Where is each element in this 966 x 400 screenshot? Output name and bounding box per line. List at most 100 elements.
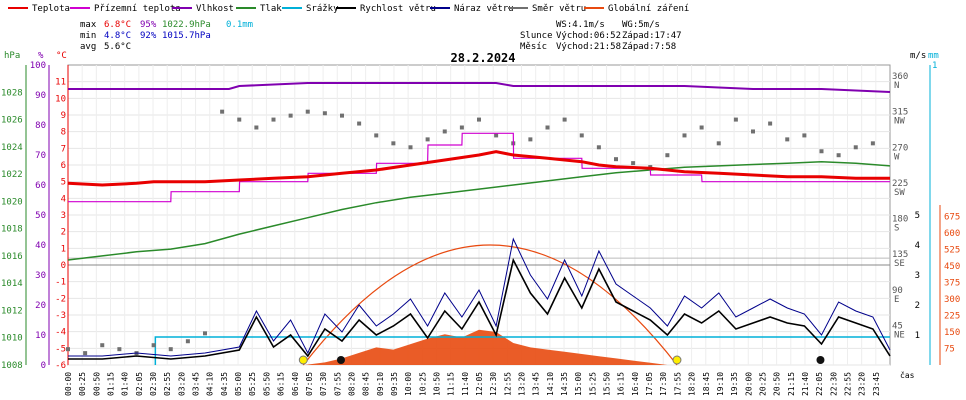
x-tick-6: 02:30 <box>149 372 158 396</box>
temp-tick-17: 11 <box>55 78 66 88</box>
wind-dir-dot-10 <box>237 117 242 122</box>
x-tick-2: 00:50 <box>92 372 101 396</box>
wind-dir-dot-40 <box>751 129 755 134</box>
wm2-tick-5: 450 <box>944 262 960 272</box>
dir-tick-name-3: S <box>894 224 899 234</box>
gust-line <box>68 237 891 357</box>
wm2-tick-2: 225 <box>944 312 960 322</box>
wind-dir-dot-25 <box>494 133 499 138</box>
x-tick-50: 20:50 <box>773 372 782 396</box>
wind-dir-dot-32 <box>614 157 618 162</box>
stat-min-hum: 92% <box>140 31 157 41</box>
pct-tick-10: 100 <box>30 61 46 71</box>
stat-max-precip: 0.1mm <box>226 20 253 30</box>
temp-tick-4: -2 <box>55 294 66 304</box>
hpa-tick-2: 1012 <box>1 306 23 316</box>
wind-dir-dot-13 <box>288 113 293 118</box>
pct-unit: % <box>38 51 44 61</box>
pct-tick-1: 10 <box>35 331 46 341</box>
dir-tick-name-0: NE <box>894 330 905 340</box>
pct-tick-9: 90 <box>35 91 46 101</box>
stat-min-temp: 4.8°C <box>104 31 131 41</box>
dir-tick-3: 180 <box>892 215 908 225</box>
x-tick-42: 17:30 <box>659 372 668 396</box>
stat-min-press: 1015.7hPa <box>162 31 211 41</box>
stat-max-hum: 95% <box>140 20 157 30</box>
x-tick-47: 19:35 <box>730 372 739 396</box>
hpa-unit: hPa <box>4 51 20 61</box>
dir-tick-7: 360 <box>892 72 908 82</box>
stat-max-temp: 6.8°C <box>104 20 131 30</box>
hpa-tick-4: 1016 <box>1 252 23 262</box>
wind-dir-dot-16 <box>340 113 344 118</box>
stat-max-press: 1022.9hPa <box>162 20 211 30</box>
pct-tick-6: 60 <box>35 181 46 191</box>
hpa-tick-7: 1022 <box>1 170 23 180</box>
temp-tick-14: 8 <box>61 128 66 138</box>
x-tick-3: 01:15 <box>107 372 116 396</box>
wind-dir-dot-21 <box>425 137 430 142</box>
x-tick-37: 15:25 <box>588 372 597 396</box>
stats-panel: max 6.8°C 95% 1022.9hPa 0.1mm min 4.8°C … <box>80 20 682 52</box>
wind-dir-dot-3 <box>117 347 122 352</box>
x-tick-45: 18:45 <box>702 372 711 396</box>
x-tick-26: 10:50 <box>432 372 441 396</box>
x-tick-8: 03:20 <box>177 372 186 396</box>
moon-label: Měsíc <box>520 42 547 52</box>
stat-ws: WS:4.1m/s <box>556 20 605 30</box>
wm2-tick-4: 375 <box>944 279 960 289</box>
x-tick-52: 21:40 <box>801 372 810 396</box>
x-tick-55: 22:55 <box>843 372 852 396</box>
legend-label-3: Tlak <box>260 4 282 14</box>
wind-dir-dot-22 <box>442 129 447 134</box>
moonset-marker <box>336 356 345 364</box>
dir-tick-name-4: SW <box>894 188 905 198</box>
moon-rise: Východ:21:58 <box>556 42 621 52</box>
legend-label-4: Srážky <box>306 4 339 14</box>
legend-label-2: Vlhkost <box>196 4 234 14</box>
dir-tick-0: 45 <box>892 321 903 331</box>
x-tick-7: 02:55 <box>163 372 172 396</box>
wind-dir-dot-24 <box>477 117 481 122</box>
humidity-line <box>68 82 891 93</box>
x-tick-20: 08:20 <box>347 372 356 396</box>
wind-dir-dot-1 <box>83 351 88 356</box>
pct-tick-5: 50 <box>35 211 46 221</box>
x-tick-15: 06:15 <box>277 372 286 396</box>
temp-tick-0: -6 <box>55 361 66 371</box>
dir-tick-1: 90 <box>892 286 903 296</box>
x-tick-30: 12:30 <box>489 372 498 396</box>
dir-tick-2: 135 <box>892 250 908 260</box>
wind-dir-dot-37 <box>699 125 704 130</box>
x-tick-40: 16:40 <box>631 372 640 396</box>
wind-dir-dot-44 <box>819 149 824 154</box>
wind-dir-dot-45 <box>836 153 841 158</box>
dir-tick-name-6: NW <box>894 117 905 127</box>
wind-dir-dot-36 <box>682 133 687 138</box>
legend: Teplota Přízemní teplota Vlhkost Tlak Srážky… <box>8 4 689 14</box>
feels-like-line <box>68 132 890 203</box>
marks <box>66 82 891 366</box>
x-tick-44: 18:20 <box>688 372 697 396</box>
ms-tick-3: 4 <box>915 241 920 251</box>
wind-dir-dot-29 <box>562 117 567 122</box>
wind-dir-dot-15 <box>322 111 327 116</box>
x-tick-35: 14:35 <box>560 372 569 396</box>
dir-tick-name-1: E <box>894 295 899 305</box>
x-tick-41: 17:05 <box>645 372 654 396</box>
stat-min-label: min <box>80 31 96 41</box>
axes: hPa% °C1008101010121014101610181020102210… <box>1 51 960 371</box>
hpa-tick-6: 1020 <box>1 197 23 207</box>
x-tick-27: 11:15 <box>447 372 456 396</box>
x-tick-10: 04:10 <box>206 372 215 396</box>
sunrise-marker <box>298 355 308 365</box>
x-tick-5: 02:05 <box>135 372 144 396</box>
wind-dir-dot-28 <box>545 125 550 130</box>
wm2-tick-0: 75 <box>944 345 955 355</box>
wind-dir-dot-35 <box>665 153 670 158</box>
wind-dir-dot-43 <box>802 133 807 138</box>
temp-unit: °C <box>56 51 67 61</box>
x-tick-56: 23:20 <box>858 372 867 396</box>
pressure-line <box>67 161 891 261</box>
legend-label-7: Směr větru <box>532 4 586 14</box>
